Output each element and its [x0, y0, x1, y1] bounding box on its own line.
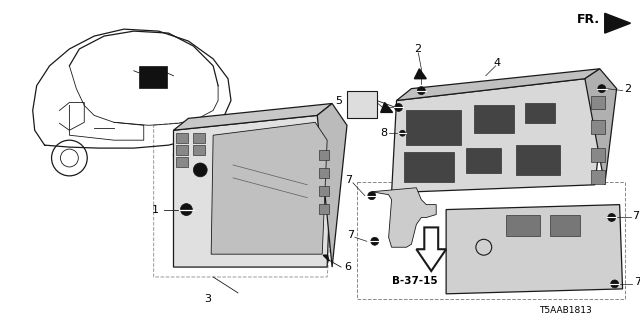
Polygon shape [381, 102, 392, 112]
Bar [319, 186, 329, 196]
Text: 8: 8 [381, 128, 388, 138]
Polygon shape [397, 69, 600, 100]
Polygon shape [211, 122, 327, 254]
Bar [177, 133, 188, 143]
Polygon shape [317, 103, 347, 267]
Bar [591, 120, 605, 134]
Polygon shape [446, 204, 623, 294]
Text: 7: 7 [634, 277, 640, 287]
Bar [319, 204, 329, 213]
Bar [591, 170, 605, 184]
Bar [347, 91, 377, 118]
Bar [404, 152, 454, 182]
Polygon shape [173, 103, 332, 130]
Text: 3: 3 [205, 294, 212, 304]
Text: 1: 1 [152, 204, 159, 215]
Polygon shape [417, 228, 446, 271]
Circle shape [395, 103, 403, 111]
Polygon shape [372, 188, 436, 247]
Text: 4: 4 [493, 58, 501, 68]
Text: 2: 2 [371, 94, 378, 105]
Text: 7: 7 [345, 175, 352, 185]
Bar [193, 145, 205, 155]
Circle shape [368, 192, 376, 200]
Bar [466, 148, 500, 173]
Circle shape [611, 280, 619, 288]
Circle shape [180, 204, 193, 215]
Bar [474, 106, 513, 133]
Bar [177, 157, 188, 167]
Polygon shape [392, 79, 605, 193]
Text: B-37-15: B-37-15 [392, 276, 437, 286]
Bar [406, 110, 461, 145]
Text: 2: 2 [625, 84, 632, 94]
Circle shape [371, 237, 379, 245]
Text: 7: 7 [347, 230, 354, 240]
Text: 5: 5 [335, 95, 342, 106]
Bar [550, 214, 580, 236]
Circle shape [399, 130, 406, 136]
Bar [525, 103, 555, 123]
Polygon shape [414, 69, 426, 79]
Text: 2: 2 [414, 44, 422, 54]
Bar [506, 214, 540, 236]
Bar [319, 150, 329, 160]
Circle shape [193, 163, 207, 177]
Polygon shape [173, 116, 332, 267]
Bar [319, 168, 329, 178]
Bar [591, 96, 605, 109]
Text: FR.: FR. [577, 13, 600, 26]
Text: 6: 6 [344, 262, 351, 272]
Bar [515, 145, 560, 175]
Bar [357, 182, 625, 299]
Polygon shape [605, 13, 630, 33]
Bar [591, 148, 605, 162]
Bar [139, 66, 166, 88]
Bar [193, 133, 205, 143]
Bar [177, 145, 188, 155]
Polygon shape [323, 255, 329, 261]
Text: T5AAB1813: T5AAB1813 [539, 306, 591, 315]
Circle shape [608, 213, 616, 221]
Polygon shape [585, 69, 616, 185]
Circle shape [417, 87, 426, 95]
Circle shape [598, 85, 605, 92]
Text: 7: 7 [632, 211, 639, 220]
